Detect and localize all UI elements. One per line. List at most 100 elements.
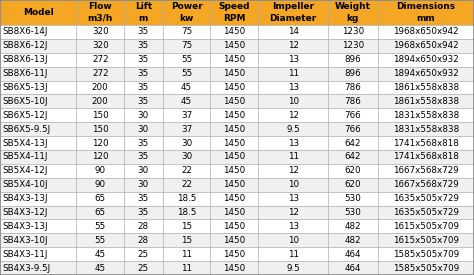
Bar — [328, 178, 378, 192]
Text: 45: 45 — [95, 250, 106, 259]
Bar — [163, 192, 210, 205]
Text: 15: 15 — [181, 236, 192, 245]
Text: 1585x505x709: 1585x505x709 — [393, 263, 459, 273]
Bar — [76, 192, 124, 205]
Bar — [76, 205, 124, 219]
Bar — [163, 261, 210, 275]
Text: 45: 45 — [95, 263, 106, 273]
Bar — [76, 39, 124, 53]
Text: SB4X3-11J: SB4X3-11J — [3, 250, 48, 259]
Bar — [210, 247, 258, 261]
Bar — [163, 178, 210, 192]
Text: 1450: 1450 — [223, 208, 246, 217]
Text: Model: Model — [23, 8, 54, 17]
Text: Lift
m: Lift m — [135, 2, 152, 23]
Text: 14: 14 — [288, 28, 299, 37]
Text: 13: 13 — [288, 55, 299, 64]
Bar — [258, 192, 328, 205]
Text: 35: 35 — [138, 55, 149, 64]
Text: 37: 37 — [181, 111, 192, 120]
Text: 896: 896 — [345, 69, 361, 78]
Text: 1450: 1450 — [223, 69, 246, 78]
Bar — [163, 39, 210, 53]
Bar — [76, 67, 124, 81]
Bar — [378, 67, 474, 81]
Bar — [258, 261, 328, 275]
Text: 75: 75 — [181, 41, 192, 50]
Bar — [0, 94, 76, 108]
Bar — [0, 39, 76, 53]
Text: 65: 65 — [95, 208, 106, 217]
Bar — [163, 122, 210, 136]
Bar — [378, 219, 474, 233]
Bar — [210, 67, 258, 81]
Text: 1450: 1450 — [223, 166, 246, 175]
Bar — [124, 94, 163, 108]
Text: 11: 11 — [288, 250, 299, 259]
Text: 1831x558x838: 1831x558x838 — [393, 125, 459, 134]
Bar — [0, 261, 76, 275]
Text: SB8X6-14J: SB8X6-14J — [3, 28, 48, 37]
Text: 11: 11 — [288, 152, 299, 161]
Bar — [328, 150, 378, 164]
Bar — [163, 205, 210, 219]
Bar — [210, 261, 258, 275]
Bar — [124, 178, 163, 192]
Text: 30: 30 — [181, 152, 192, 161]
Text: 1450: 1450 — [223, 194, 246, 203]
Text: 766: 766 — [345, 111, 361, 120]
Bar — [258, 136, 328, 150]
Text: 35: 35 — [138, 139, 149, 148]
Text: Impeller
Diameter: Impeller Diameter — [270, 2, 317, 23]
Bar — [76, 178, 124, 192]
Text: 65: 65 — [95, 194, 106, 203]
Bar — [328, 122, 378, 136]
Bar — [76, 53, 124, 67]
Bar — [328, 205, 378, 219]
Bar — [328, 94, 378, 108]
Text: 320: 320 — [92, 28, 109, 37]
Bar — [0, 53, 76, 67]
Bar — [210, 108, 258, 122]
Text: SB6X5-12J: SB6X5-12J — [3, 111, 48, 120]
Bar — [163, 219, 210, 233]
Bar — [258, 108, 328, 122]
Text: 25: 25 — [138, 263, 149, 273]
Bar — [76, 0, 124, 25]
Text: SB6X5-9.5J: SB6X5-9.5J — [3, 125, 51, 134]
Bar — [328, 53, 378, 67]
Text: 1230: 1230 — [342, 28, 364, 37]
Bar — [163, 0, 210, 25]
Text: 530: 530 — [345, 194, 361, 203]
Bar — [258, 219, 328, 233]
Bar — [76, 25, 124, 39]
Text: 30: 30 — [181, 139, 192, 148]
Text: 530: 530 — [345, 208, 361, 217]
Bar — [378, 25, 474, 39]
Text: 55: 55 — [181, 55, 192, 64]
Text: 35: 35 — [138, 194, 149, 203]
Bar — [210, 53, 258, 67]
Bar — [258, 122, 328, 136]
Text: 320: 320 — [92, 41, 109, 50]
Text: 12: 12 — [288, 166, 299, 175]
Bar — [328, 108, 378, 122]
Bar — [0, 178, 76, 192]
Text: 11: 11 — [181, 250, 192, 259]
Bar — [210, 219, 258, 233]
Text: 1450: 1450 — [223, 55, 246, 64]
Text: 1450: 1450 — [223, 111, 246, 120]
Text: SB4X3-12J: SB4X3-12J — [3, 208, 48, 217]
Bar — [210, 0, 258, 25]
Bar — [124, 108, 163, 122]
Text: 482: 482 — [345, 222, 361, 231]
Text: 1450: 1450 — [223, 97, 246, 106]
Text: 1450: 1450 — [223, 236, 246, 245]
Text: 1741x568x818: 1741x568x818 — [393, 152, 459, 161]
Bar — [328, 192, 378, 205]
Bar — [210, 164, 258, 178]
Bar — [163, 67, 210, 81]
Bar — [258, 205, 328, 219]
Bar — [0, 164, 76, 178]
Text: 150: 150 — [92, 111, 109, 120]
